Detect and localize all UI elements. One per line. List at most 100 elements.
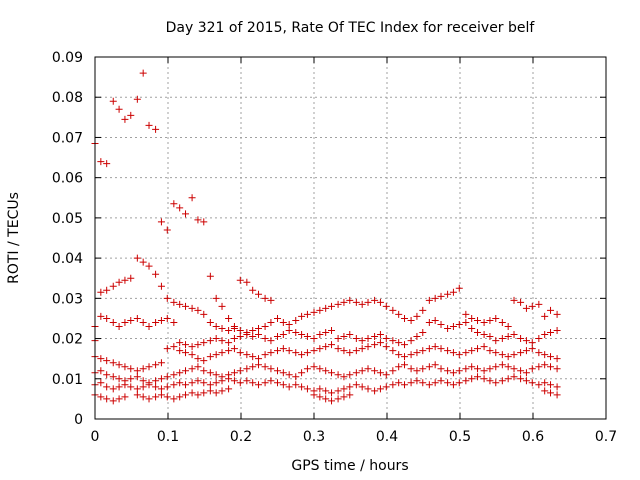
- data-point: [163, 226, 171, 234]
- data-point: [486, 365, 494, 373]
- data-point: [133, 95, 141, 103]
- data-point: [425, 296, 433, 304]
- data-point: [170, 343, 178, 351]
- data-point: [358, 367, 366, 375]
- data-point: [267, 349, 275, 357]
- data-point: [535, 363, 543, 371]
- series-high-outliers: [91, 69, 275, 330]
- data-point: [249, 379, 257, 387]
- data-point: [255, 381, 263, 389]
- data-point: [182, 391, 190, 399]
- data-point: [163, 373, 171, 381]
- data-point: [298, 331, 306, 339]
- data-point: [444, 290, 452, 298]
- data-point: [157, 316, 165, 324]
- data-point: [255, 331, 263, 339]
- data-point: [206, 353, 214, 361]
- data-point: [547, 329, 555, 337]
- data-point: [152, 361, 160, 369]
- data-point: [371, 341, 379, 349]
- data-point: [328, 327, 336, 335]
- data-point: [298, 383, 306, 391]
- data-point: [346, 371, 354, 379]
- data-point: [170, 371, 178, 379]
- data-point: [176, 369, 184, 377]
- data-point: [389, 347, 397, 355]
- x-tick-label: 0.4: [376, 429, 398, 445]
- data-point: [303, 385, 311, 393]
- data-point: [541, 331, 549, 339]
- data-point: [212, 335, 220, 343]
- data-point: [486, 316, 494, 324]
- y-tick-label: 0.09: [52, 50, 83, 66]
- data-point: [188, 389, 196, 397]
- data-point: [236, 333, 244, 341]
- data-point: [200, 379, 208, 387]
- data-point: [152, 125, 160, 133]
- data-point: [236, 327, 244, 335]
- data-point: [316, 331, 324, 339]
- data-point: [334, 300, 342, 308]
- data-point: [310, 363, 318, 371]
- data-point: [176, 347, 184, 355]
- data-point: [285, 327, 293, 335]
- data-point: [255, 325, 263, 332]
- data-point: [176, 393, 184, 401]
- data-point: [279, 318, 287, 326]
- data-point: [352, 369, 360, 377]
- data-point: [340, 393, 348, 401]
- data-point: [133, 367, 141, 375]
- data-point: [528, 379, 536, 387]
- data-point: [352, 347, 360, 355]
- data-point: [455, 367, 463, 375]
- data-point: [115, 375, 123, 383]
- data-point: [468, 375, 476, 383]
- data-point: [474, 365, 482, 373]
- data-point: [468, 347, 476, 355]
- data-point: [103, 286, 111, 294]
- data-point: [407, 365, 415, 373]
- data-point: [522, 337, 530, 345]
- data-point: [157, 282, 165, 290]
- data-point: [230, 369, 238, 377]
- data-point: [298, 351, 306, 359]
- data-point: [334, 335, 342, 343]
- data-point: [316, 345, 324, 353]
- data-point: [316, 385, 324, 393]
- x-tick-labels: 0 0.1 0.2 0.3 0.4 0.5 0.6 0.7: [91, 429, 618, 445]
- data-point: [358, 345, 366, 353]
- data-point: [425, 363, 433, 371]
- data-point: [510, 351, 518, 359]
- data-point: [127, 316, 135, 324]
- data-point: [322, 387, 330, 395]
- data-point: [279, 345, 287, 353]
- y-tick-label: 0.08: [52, 90, 83, 106]
- data-point: [133, 373, 141, 381]
- data-point: [188, 194, 196, 202]
- data-point: [486, 347, 494, 355]
- data-point: [358, 300, 366, 308]
- data-point: [389, 337, 397, 345]
- data-point: [522, 369, 530, 377]
- data-point: [255, 290, 263, 298]
- data-point: [206, 318, 214, 326]
- data-point: [303, 349, 311, 357]
- data-point: [243, 365, 251, 373]
- data-point: [182, 381, 190, 389]
- data-point: [395, 363, 403, 371]
- data-point: [334, 395, 342, 403]
- data-point: [279, 381, 287, 389]
- data-point: [109, 385, 117, 393]
- y-tick-label: 0.01: [52, 372, 83, 388]
- data-point: [218, 302, 226, 310]
- data-point: [274, 333, 281, 341]
- data-point: [97, 379, 105, 387]
- data-point: [200, 310, 208, 318]
- data-point: [145, 262, 153, 270]
- data-point: [218, 337, 226, 345]
- data-point: [504, 333, 512, 341]
- data-point: [103, 395, 111, 403]
- data-point: [462, 349, 470, 357]
- data-point: [133, 385, 141, 393]
